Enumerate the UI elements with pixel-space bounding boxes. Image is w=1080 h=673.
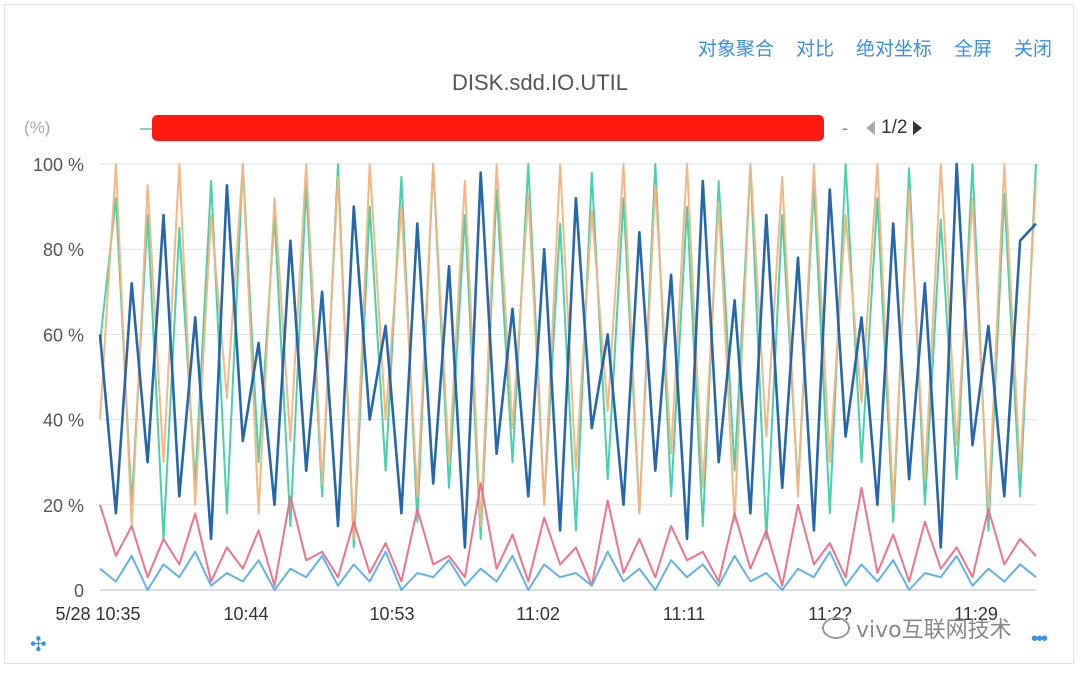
wechat-logo-icon bbox=[822, 617, 850, 639]
legend-redaction bbox=[152, 115, 824, 141]
y-unit-label: (%) bbox=[24, 118, 51, 137]
chart-title: DISK.sdd.IO.UTIL bbox=[451, 70, 629, 95]
series-line bbox=[99, 550, 1037, 591]
series-line bbox=[99, 163, 1037, 540]
legend-swatch bbox=[140, 128, 152, 130]
y-tick-label: 0 bbox=[74, 581, 84, 601]
x-tick-label: 11:29 bbox=[954, 604, 998, 624]
series-line bbox=[99, 482, 1037, 587]
y-tick-label: 40 % bbox=[43, 411, 84, 431]
next-page-icon[interactable] bbox=[913, 121, 923, 135]
x-tick-label: 5/28 10:35 bbox=[55, 604, 140, 624]
x-tick-label: 10:44 bbox=[223, 604, 268, 624]
compare-button[interactable]: 对比 bbox=[795, 38, 834, 60]
y-tick-label: 20 % bbox=[43, 496, 84, 516]
x-tick-label: 11:02 bbox=[516, 604, 560, 624]
chart-panel bbox=[4, 4, 1074, 664]
x-tick-label: 11:11 bbox=[663, 604, 705, 624]
absolute-axis-button[interactable]: 绝对坐标 bbox=[855, 38, 932, 60]
prev-page-icon[interactable] bbox=[866, 121, 875, 135]
chart-toolbar: 对象聚合 对比 绝对坐标 全屏 关闭 bbox=[698, 34, 1052, 61]
y-tick-label: 60 % bbox=[43, 325, 84, 345]
watermark-text: vivo互联网技术 bbox=[856, 618, 1012, 643]
legend-pager: 1/2 bbox=[866, 117, 923, 139]
watermark: vivo互联网技术 bbox=[822, 612, 1012, 644]
series-line bbox=[98, 162, 1037, 549]
x-tick-label: 10:53 bbox=[369, 604, 414, 624]
close-button[interactable]: 关闭 bbox=[1013, 38, 1052, 60]
legend-page-indicator: 1/2 bbox=[881, 117, 908, 138]
more-icon[interactable]: ••• bbox=[1030, 628, 1048, 650]
move-icon[interactable]: ✣ bbox=[30, 634, 47, 656]
aggregate-button[interactable]: 对象聚合 bbox=[697, 38, 774, 60]
fullscreen-button[interactable]: 全屏 bbox=[953, 38, 992, 60]
y-tick-label: 80 % bbox=[43, 240, 84, 260]
y-tick-label: 100 % bbox=[33, 155, 84, 175]
legend-dash: - bbox=[842, 118, 848, 138]
